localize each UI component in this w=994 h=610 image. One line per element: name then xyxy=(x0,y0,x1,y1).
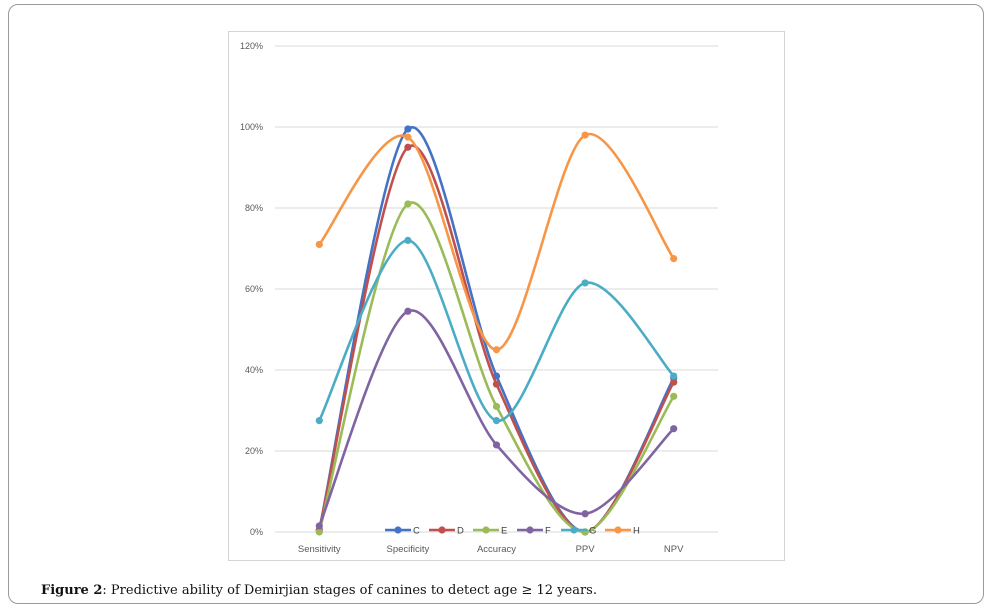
x-tick-label: Accuracy xyxy=(477,544,516,555)
data-point-D xyxy=(670,378,678,386)
legend-marker-F xyxy=(526,526,534,534)
figure-caption-text: : Predictive ability of Demirjian stages… xyxy=(102,583,597,598)
legend-label-E: E xyxy=(501,526,507,537)
data-point-E xyxy=(492,402,501,411)
y-tick-label: 100% xyxy=(240,122,263,132)
data-point-F xyxy=(492,441,501,449)
data-point-G xyxy=(581,279,589,287)
data-point-H xyxy=(315,240,323,249)
data-point-H xyxy=(492,346,501,354)
legend-marker-H xyxy=(614,526,622,534)
legend-marker-E xyxy=(482,526,490,534)
line-chart: 0% 20% 40% 60% 80% 100% 120% Sensitivity Specifi… xyxy=(240,41,718,555)
y-tick-label: 20% xyxy=(245,446,263,456)
data-point-D xyxy=(404,143,412,151)
y-tick-label: 60% xyxy=(245,284,263,294)
y-tick-label: 40% xyxy=(245,365,263,375)
legend-label-G: G xyxy=(589,526,596,537)
x-tick-label: Specificity xyxy=(387,544,430,555)
x-tick-label: PPV xyxy=(576,544,596,555)
chart-area: 0% 20% 40% 60% 80% 100% 120% Sensitivity Specifi… xyxy=(228,31,785,561)
legend-label-H: H xyxy=(633,526,640,537)
legend-marker-C xyxy=(394,526,402,534)
data-point-G xyxy=(670,372,678,380)
data-point-F xyxy=(404,307,412,315)
series-line-D xyxy=(318,144,675,534)
figure-frame: 0% 20% 40% 60% 80% 100% 120% Sensitivity Specifi… xyxy=(8,4,984,604)
series-line-F xyxy=(318,309,675,528)
y-tick-label: 120% xyxy=(240,41,263,51)
data-point-F xyxy=(581,510,589,518)
data-point-G xyxy=(315,417,323,425)
data-point-D xyxy=(492,380,501,388)
data-point-E xyxy=(670,392,678,400)
x-tick-label: NPV xyxy=(664,544,684,555)
figure-caption: Figure 2: Predictive ability of Demirjia… xyxy=(41,583,597,598)
series-line-G xyxy=(318,239,675,422)
data-point-G xyxy=(492,417,501,425)
data-point-G xyxy=(404,236,412,244)
data-point-F xyxy=(670,425,678,433)
legend-label-D: D xyxy=(457,526,464,537)
data-point-E xyxy=(404,200,412,208)
y-tick-label: 0% xyxy=(250,527,263,537)
data-point-F xyxy=(315,522,323,530)
legend-marker-D xyxy=(438,526,446,534)
figure-caption-label: Figure 2 xyxy=(41,583,103,598)
data-point-H xyxy=(581,131,589,139)
legend-label-C: C xyxy=(413,526,420,537)
y-tick-label: 80% xyxy=(245,203,263,213)
data-point-C xyxy=(404,125,412,133)
data-point-H xyxy=(670,255,678,263)
x-tick-label: Sensitivity xyxy=(298,544,341,555)
series-line-C xyxy=(318,125,675,534)
series-line-E xyxy=(318,201,675,534)
data-point-H xyxy=(404,133,412,141)
legend-marker-G xyxy=(570,526,578,534)
legend-label-F: F xyxy=(545,526,551,537)
data-point-E xyxy=(315,528,323,536)
